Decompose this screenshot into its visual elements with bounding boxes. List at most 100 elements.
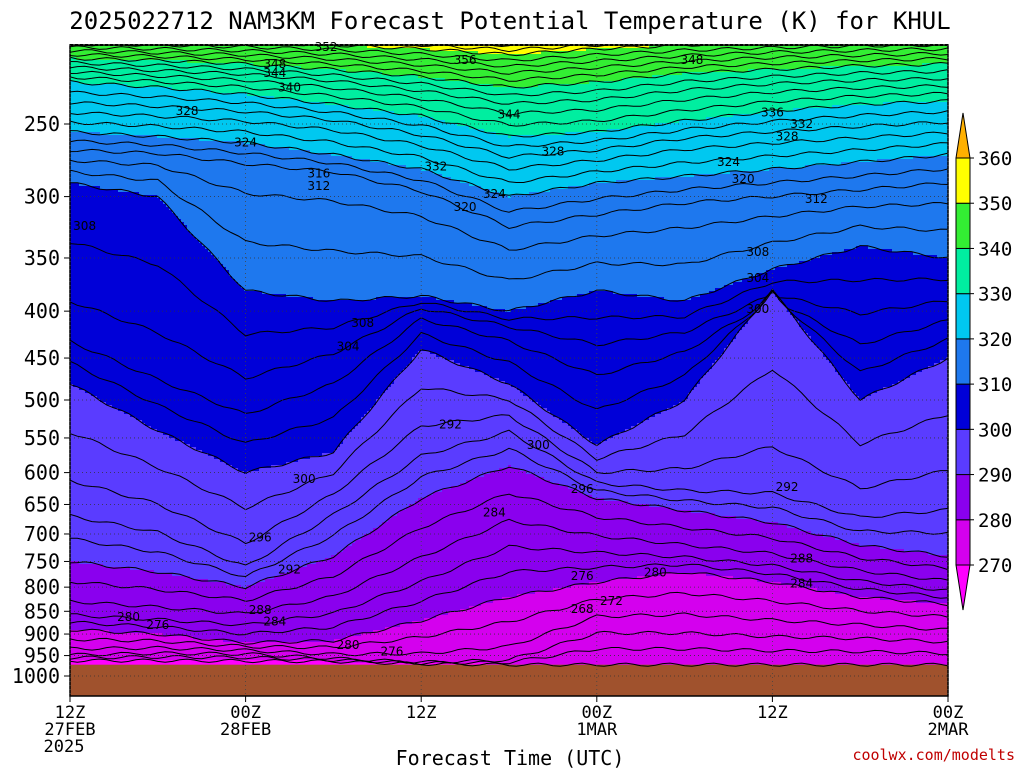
heatmap-cell [718, 45, 722, 73]
heatmap-cell [928, 603, 932, 667]
heatmap-cell [178, 90, 182, 139]
heatmap-cell [706, 372, 710, 514]
heatmap-cell [100, 630, 104, 661]
heatmap-cell [367, 411, 371, 535]
heatmap-cell [934, 255, 938, 364]
heatmap-cell [211, 141, 215, 256]
heatmap-cell [121, 633, 125, 661]
heatmap-cell [337, 105, 341, 157]
heatmap-cell [244, 588, 248, 643]
heatmap-cell [859, 597, 863, 667]
heatmap-cell [340, 45, 344, 70]
heatmap-cell [808, 588, 812, 667]
heatmap-cell [700, 573, 704, 667]
heatmap-cell [733, 171, 737, 283]
heatmap-cell [850, 597, 854, 667]
heatmap-cell [511, 309, 515, 388]
heatmap-cell [370, 108, 374, 163]
contour-line [70, 61, 948, 97]
heatmap-cell [256, 45, 260, 67]
heatmap-cell [712, 363, 716, 514]
x-tick-label: 00Z [581, 703, 612, 723]
heatmap-cell [163, 87, 167, 139]
heatmap-cell [469, 369, 473, 481]
heatmap-cell [616, 579, 620, 667]
heatmap-cell [388, 45, 392, 49]
heatmap-cell [208, 639, 212, 661]
heatmap-cell [511, 87, 515, 136]
heatmap-cell [271, 96, 275, 148]
heatmap-cell [322, 102, 326, 154]
heatmap-cell [916, 255, 920, 373]
heatmap-cell [379, 297, 383, 397]
heatmap-cell [721, 45, 725, 73]
heatmap-cell [541, 408, 545, 478]
heatmap-cell [166, 87, 170, 139]
heatmap-cell [598, 45, 602, 49]
heatmap-cell [637, 126, 641, 181]
heatmap-cell [547, 411, 551, 481]
heatmap-cell [844, 162, 848, 250]
heatmap-cell [547, 135, 551, 193]
heatmap-cell [616, 180, 620, 295]
heatmap-cell [730, 171, 734, 286]
heatmap-cell [271, 147, 275, 295]
heatmap-cell [682, 402, 686, 511]
heatmap-cell [124, 60, 128, 85]
heatmap-cell [676, 405, 680, 511]
heatmap-cell [439, 492, 443, 616]
heatmap-cell [925, 102, 929, 157]
heatmap-cell [547, 591, 551, 667]
heatmap-cell [610, 45, 614, 49]
heatmap-cell [868, 546, 872, 598]
heatmap-cell [760, 303, 764, 523]
heatmap-cell [688, 72, 692, 121]
heatmap-cell [790, 585, 794, 667]
heatmap-cell [463, 366, 467, 484]
heatmap-cell [433, 174, 437, 298]
heatmap-cell [733, 339, 737, 517]
heatmap-cell [925, 255, 929, 370]
heatmap-cell [130, 633, 134, 661]
heatmap-cell [586, 495, 590, 586]
heatmap-cell [655, 75, 659, 124]
heatmap-cell [145, 135, 149, 196]
heatmap-cell [637, 180, 641, 298]
heatmap-cell [829, 537, 833, 592]
heatmap-cell [715, 45, 719, 73]
heatmap-cell [388, 297, 392, 388]
heatmap-cell [469, 480, 473, 607]
heatmap-cell [529, 45, 533, 55]
heatmap-cell [913, 66, 917, 103]
heatmap-cell [547, 84, 551, 136]
heatmap-cell [745, 171, 749, 280]
heatmap-cell [511, 45, 515, 55]
heatmap-cell [370, 633, 374, 664]
heatmap-cell [109, 405, 113, 568]
heatmap-cell [376, 399, 380, 529]
heatmap-cell [517, 309, 521, 391]
heatmap-cell [568, 489, 572, 589]
heatmap-cell [859, 546, 863, 598]
contour-label: 328 [776, 130, 799, 144]
heatmap-cell [583, 186, 587, 295]
heatmap-cell [163, 138, 167, 205]
heatmap-cell [523, 45, 527, 55]
y-tick-label: 950 [24, 644, 60, 668]
heatmap-cell [766, 111, 770, 172]
heatmap-cell [931, 255, 935, 367]
heatmap-cell [835, 594, 839, 667]
heatmap-cell [523, 135, 527, 196]
heatmap-cell [121, 567, 125, 634]
heatmap-cell [133, 135, 137, 193]
heatmap-cell [499, 135, 503, 196]
heatmap-cell [94, 45, 98, 61]
heatmap-cell [607, 48, 611, 82]
heatmap-cell [844, 105, 848, 163]
heatmap-cell [769, 270, 773, 295]
heatmap-cell [409, 297, 413, 364]
heatmap-cell [937, 102, 941, 157]
heatmap-cell [649, 78, 653, 127]
heatmap-cell [97, 186, 101, 400]
heatmap-cell [556, 135, 560, 190]
